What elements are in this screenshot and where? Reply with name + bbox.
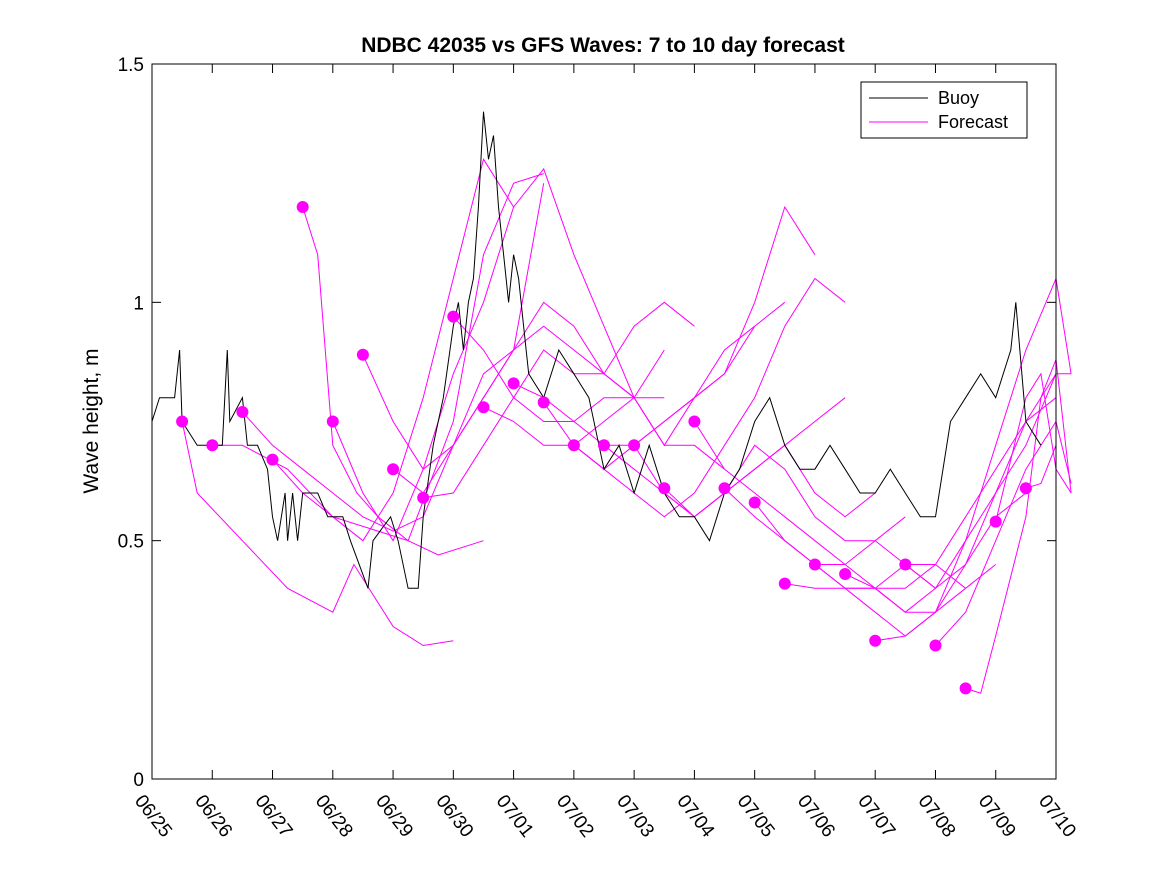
forecast-marker-26 [929,639,942,652]
forecast-marker-6 [326,415,339,428]
forecast-marker-25 [899,558,912,571]
forecast-marker-9 [417,491,430,504]
forecast-run-28 [995,372,1072,522]
forecast-marker-29 [1019,482,1032,495]
forecast-marker-24 [869,634,882,647]
x-tick-label: 07/07 [853,791,899,841]
x-tick-label: 07/06 [793,791,839,841]
forecast-run-14 [573,277,846,518]
x-tick-label: 07/02 [552,791,598,841]
forecast-run-8 [392,301,665,494]
x-tick-label: 06/26 [190,791,236,841]
x-tick-label: 07/01 [492,791,538,841]
forecast-marker-20 [748,496,761,509]
y-tick-label: 1 [133,293,144,314]
forecast-marker-8 [387,463,400,476]
x-tick-label: 07/08 [914,791,960,841]
forecast-run-24 [875,276,1072,642]
buoy-line [151,111,1042,589]
forecast-run-2 [212,444,484,556]
x-tick-label: 07/03 [612,791,658,841]
x-tick-label: 07/05 [733,791,779,841]
forecast-run-10 [452,316,725,470]
y-axis-label: Wave height, m [80,348,103,493]
forecast-run-26 [935,420,1072,646]
forecast-marker-15 [598,439,610,452]
forecast-marker-12 [507,377,520,390]
forecast-marker-5 [296,201,309,213]
axes: 0 0.5 1 1.5 06/25 06/26 06/27 06/28 06/29 06/30 07… [118,55,1080,842]
forecast-marker-10 [447,310,460,323]
y-tick-label: 0.5 [118,532,144,553]
forecast-run-11 [483,325,756,447]
forecast-marker-18 [688,415,701,428]
x-tick-label: 07/04 [672,791,718,842]
forecast-marker-13 [537,396,550,409]
y-tick-label: 1.5 [118,55,144,76]
forecast-marker-7 [356,348,369,361]
x-tick-label: 06/28 [311,791,357,841]
x-tick-label: 07/10 [1034,791,1080,841]
forecast-marker-22 [808,558,821,571]
forecast-run-15 [603,397,846,518]
legend-box [860,81,1028,139]
x-tick-label: 07/09 [974,791,1020,841]
x-tick-label: 06/25 [130,791,176,841]
forecast-run-9 [423,301,695,499]
forecast-marker-16 [628,439,641,452]
forecast-marker-23 [839,568,852,580]
forecast-run-20 [754,502,997,613]
forecast-marker-2 [206,439,219,452]
forecast-run-17 [663,444,906,542]
forecast-marker-19 [718,482,731,495]
forecast-marker-11 [477,401,490,414]
forecast-run-5 [302,173,544,542]
x-tick-label: 06/29 [371,791,417,841]
forecast-marker-17 [658,482,671,495]
forecast-marker-27 [959,682,972,695]
forecast-run-16 [633,444,876,518]
plot-area [151,111,1072,695]
forecast-marker-14 [567,439,580,452]
y-tick-label: 0 [133,770,144,791]
legend-forecast-label: Forecast [938,112,1008,132]
forecast-marker-4 [266,453,279,466]
legend-buoy-label: Buoy [938,88,979,108]
forecast-run-23 [844,373,1057,613]
forecast-run-3 [242,183,545,532]
x-tick-label: 06/30 [431,791,477,841]
forecast-marker-21 [778,577,791,590]
forecast-run-1 [181,421,454,647]
forecast-marker-1 [176,415,189,428]
axes-box [151,63,1057,780]
forecast-marker-28 [989,515,1002,528]
x-tick-label: 06/27 [251,791,297,841]
chart-title: NDBC 42035 vs GFS Waves: 7 to 10 day for… [361,34,845,57]
forecast-run-6 [332,167,635,542]
forecast-run-4 [272,158,515,542]
forecast-marker-3 [236,406,249,418]
legend: Buoy Forecast [860,81,1028,139]
